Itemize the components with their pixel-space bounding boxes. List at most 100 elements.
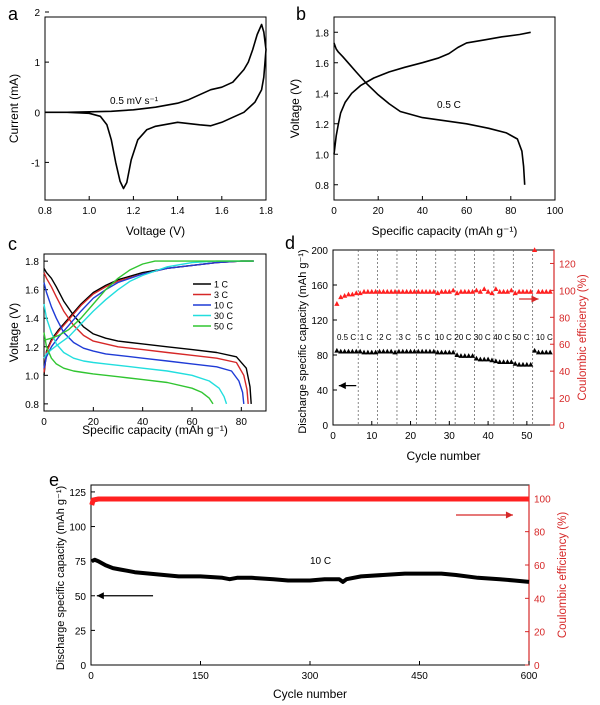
rate-label: 40 C <box>493 333 510 342</box>
legend-label: 1 C <box>214 280 229 290</box>
efficiency-point <box>481 286 487 292</box>
capacity-point <box>400 348 406 354</box>
rate-label: 10 C <box>435 333 452 342</box>
x-tick-label: 600 <box>521 671 538 682</box>
capacity-point <box>404 348 410 354</box>
x-tick-label: 1.0 <box>82 206 96 217</box>
x-tick-label: 450 <box>411 671 428 682</box>
y2-tick-label: 100 <box>559 286 576 297</box>
capacity-point <box>431 348 437 354</box>
panel-letter-b: b <box>296 4 306 24</box>
efficiency-point <box>497 288 503 294</box>
efficiency-point <box>369 288 375 294</box>
y-tick-label: 75 <box>75 557 87 568</box>
x-tick-label: 1.4 <box>171 206 185 217</box>
capacity-point <box>458 353 464 358</box>
capacity-point <box>512 360 518 366</box>
efficiency-point <box>450 287 456 293</box>
efficiency-axis-arrow-head <box>531 295 539 303</box>
capacity-point <box>334 347 340 353</box>
rate-label: 2 C <box>379 333 392 342</box>
discharge-curve <box>43 282 245 404</box>
capacity-point <box>489 357 495 363</box>
y-tick-label: 1.4 <box>315 89 329 100</box>
efficiency-point <box>504 288 511 294</box>
y2-tick-label: 0 <box>534 661 540 672</box>
y-tick-label: 50 <box>75 592 87 603</box>
x-tick-label: 0 <box>88 671 94 682</box>
x-tick-label: 40 <box>137 417 149 428</box>
x-tick-label: 10 <box>366 431 378 442</box>
capacity-point <box>547 349 553 355</box>
y2-tick-label: 20 <box>559 394 571 405</box>
capacity-point <box>435 349 441 355</box>
capacity-point <box>349 348 355 354</box>
y-tick-label: 0 <box>322 421 328 432</box>
capacity-point <box>338 348 344 354</box>
panel-letter-c: c <box>8 234 17 254</box>
efficiency-point <box>446 288 452 294</box>
rate-label: 5 C <box>418 333 431 342</box>
x-tick-label: 20 <box>88 417 100 428</box>
capacity-point <box>345 348 352 354</box>
capacity-point <box>384 348 390 354</box>
y-tick-label: 120 <box>311 316 328 327</box>
capacity-point <box>477 356 483 362</box>
efficiency-point <box>392 288 398 294</box>
y2-tick-label: 60 <box>534 561 546 572</box>
x-tick-label: 100 <box>547 206 564 217</box>
rate-label: 50 C <box>513 333 530 342</box>
efficiency-point <box>547 288 553 294</box>
efficiency-point <box>349 291 355 297</box>
capacity-point <box>357 348 363 354</box>
capacity-axis-arrow-head <box>96 592 104 600</box>
capacity-point <box>504 359 511 364</box>
x-tick-label: 300 <box>302 671 319 682</box>
charge-curve <box>43 260 254 359</box>
capacity-point <box>454 352 460 357</box>
efficiency-point <box>423 288 429 294</box>
efficiency-point <box>454 290 460 296</box>
y-tick-label: 2 <box>34 8 40 19</box>
legend-label: 30 C <box>214 311 234 321</box>
y2-tick-label: 20 <box>534 628 546 639</box>
legend-label: 3 C <box>214 290 229 300</box>
y2-tick-label: 40 <box>534 594 546 605</box>
x-tick-label: 0 <box>41 417 47 428</box>
y-tick-label: 1.8 <box>25 257 39 268</box>
y-axis-label: Discharge specific capacity (mAh g⁻¹) <box>297 249 309 433</box>
y2-axis-label: Coulombic efficiency (%) <box>577 274 589 401</box>
efficiency-point <box>435 290 441 296</box>
efficiency-point <box>528 288 534 294</box>
x-tick-label: 60 <box>461 206 473 217</box>
discharge-curve <box>43 267 252 404</box>
capacity-point <box>481 356 487 362</box>
capacity-point <box>373 349 379 355</box>
y-tick-label: 200 <box>311 246 328 257</box>
plot-frame-b <box>333 16 556 201</box>
efficiency-point <box>532 247 538 252</box>
y-tick-label: 1.0 <box>25 371 39 382</box>
efficiency-point <box>353 290 359 296</box>
efficiency-point <box>415 288 421 294</box>
panel-letter-e: e <box>49 470 59 490</box>
capacity-point <box>376 348 383 354</box>
efficiency-point <box>376 288 383 294</box>
y2-tick-label: 40 <box>559 367 571 378</box>
efficiency-point <box>462 288 468 294</box>
efficiency-point <box>520 288 526 294</box>
capacity-point <box>539 349 545 355</box>
capacity-point <box>423 348 429 354</box>
x-axis-label: Specific capacity (mAh g⁻¹) <box>372 224 518 238</box>
rate-label: 1 C <box>360 333 373 342</box>
y-tick-label: 125 <box>69 488 86 499</box>
efficiency-point <box>473 287 480 293</box>
efficiency-point <box>365 288 371 294</box>
panel-a: 0.8 1.0 1.2 1.4 1.6 1.8 -1 0 1 2 Voltage (V) Curren… <box>7 4 273 238</box>
y2-tick-label: 0 <box>559 421 565 432</box>
y-tick-label: 25 <box>75 626 87 637</box>
efficiency-point <box>535 288 542 294</box>
efficiency-point <box>407 288 414 294</box>
y2-tick-label: 80 <box>559 313 571 324</box>
x-tick-label: 1.6 <box>215 206 229 217</box>
